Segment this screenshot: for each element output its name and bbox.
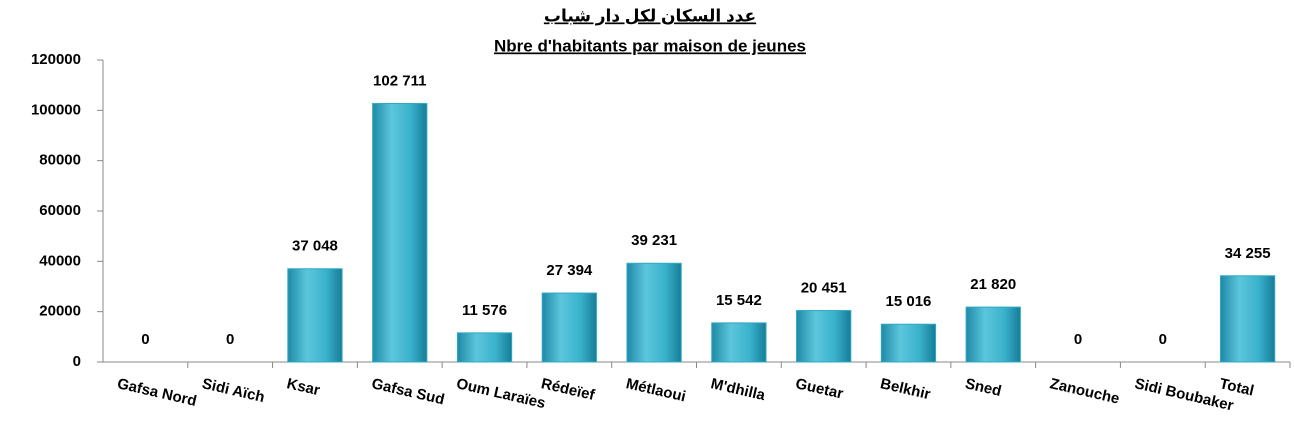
value-label: 0: [141, 331, 149, 348]
bar: [372, 103, 428, 363]
chart-subtitle: Nbre d'habitants par maison de jeunes: [494, 36, 806, 55]
chart-title: عدد السكان لكل دار شباب: [544, 6, 756, 25]
value-label: 0: [1074, 331, 1082, 348]
value-label: 0: [1159, 331, 1167, 348]
x-tick-label: Ksar: [285, 375, 321, 399]
bar: [541, 292, 597, 363]
y-tick-label: 80000: [39, 152, 81, 169]
bar: [1219, 275, 1276, 363]
bar: [456, 332, 513, 363]
bar: [711, 322, 767, 363]
y-tick-label: 40000: [39, 252, 81, 269]
value-label: 21 820: [970, 276, 1016, 293]
y-tick-label: 100000: [31, 101, 81, 118]
value-label: 20 451: [801, 280, 847, 297]
x-tick-label: Belkhir: [879, 375, 933, 403]
value-label: 11 576: [462, 302, 507, 319]
value-label: 15 016: [886, 293, 932, 310]
value-label: 37 048: [292, 238, 338, 255]
value-label: 0: [226, 331, 234, 348]
bar: [880, 323, 937, 363]
y-tick-label: 60000: [39, 202, 81, 219]
y-tick-label: 0: [73, 353, 81, 370]
bar: [796, 310, 852, 363]
x-tick-label: Oum Laraïes: [455, 375, 547, 412]
x-tick-label: Sidi Aïch: [200, 375, 266, 406]
x-tick-label: Rédeïef: [540, 375, 598, 404]
bar: [287, 268, 343, 363]
x-tick-label: Métlaoui: [624, 375, 687, 405]
value-label: 15 542: [716, 292, 762, 309]
bar: [965, 306, 1021, 363]
y-tick-label: 20000: [39, 303, 81, 320]
x-tick-label: Guetar: [794, 375, 845, 402]
value-label: 27 394: [546, 262, 593, 279]
x-tick-label: Gafsa Nord: [116, 375, 199, 410]
x-tick-label: Sned: [963, 375, 1003, 400]
y-tick-label: 120000: [31, 51, 81, 68]
bar: [626, 262, 682, 363]
value-label: 39 231: [631, 232, 677, 249]
value-label: 102 711: [373, 72, 426, 89]
x-tick-label: M'dhilla: [709, 375, 767, 404]
x-tick-label: Zanouche: [1048, 375, 1121, 408]
value-label: 34 255: [1225, 245, 1271, 262]
x-tick-label: Gafsa Sud: [370, 375, 446, 408]
